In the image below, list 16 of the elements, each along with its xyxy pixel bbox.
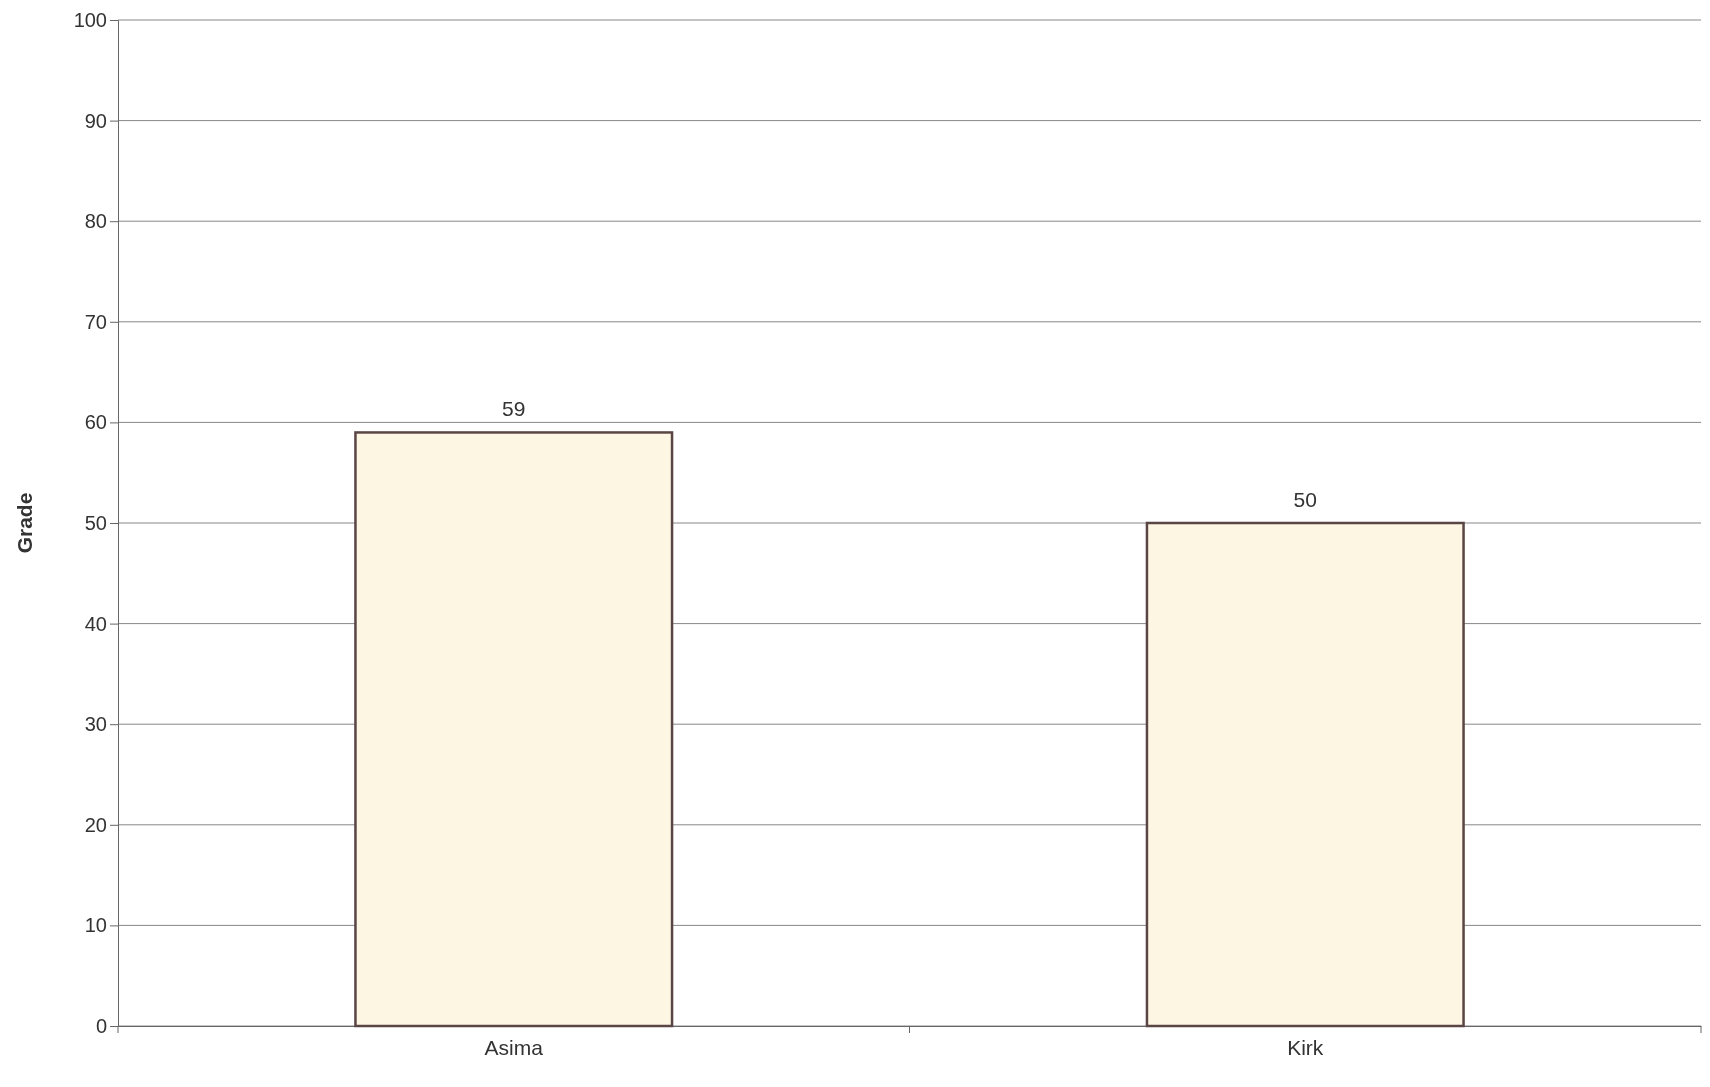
- y-tick-label: 60: [84, 411, 107, 434]
- y-tick-label: 50: [84, 511, 107, 534]
- y-tick-label: 0: [95, 1014, 107, 1037]
- x-tick-label: Kirk: [1287, 1035, 1324, 1059]
- y-tick-label: 90: [84, 109, 107, 132]
- data-label: 50: [1293, 488, 1317, 511]
- y-tick-label: 100: [73, 8, 107, 31]
- y-tick-label: 20: [84, 813, 107, 836]
- x-tick-label: Asima: [484, 1035, 544, 1059]
- y-tick-label: 10: [84, 914, 107, 937]
- y-tick-label: 70: [84, 310, 107, 333]
- data-label: 59: [502, 397, 526, 421]
- y-axis-title: Grade: [13, 492, 36, 554]
- y-tick-label: 30: [84, 713, 107, 736]
- y-tick-label: 80: [84, 210, 107, 233]
- y-tick-label: 40: [84, 612, 107, 635]
